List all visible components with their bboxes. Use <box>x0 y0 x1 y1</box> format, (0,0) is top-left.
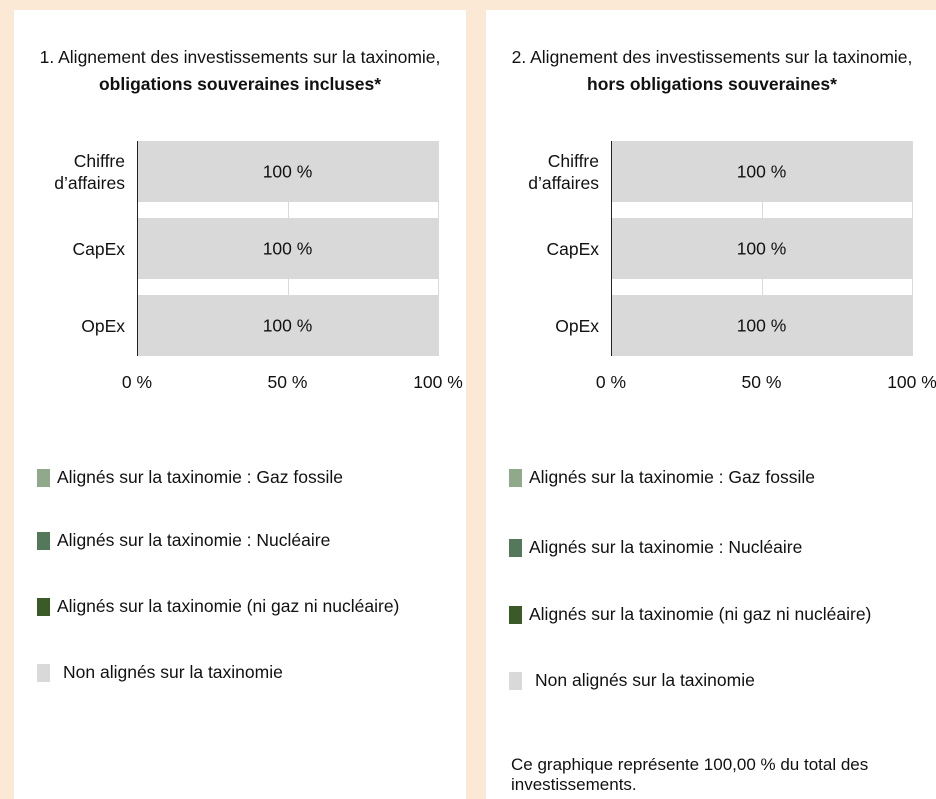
bar-segment <box>611 295 912 356</box>
grid-line <box>438 141 439 356</box>
legend-swatch <box>37 532 50 550</box>
legend-label: Alignés sur la taxinomie : Nucléaire <box>57 530 331 550</box>
bar-segment <box>137 295 438 356</box>
title-emphasis: hors obligations souveraines* <box>587 74 837 94</box>
x-tick-label: 50 % <box>267 372 308 392</box>
x-tick-label: 0 % <box>121 372 153 392</box>
title-text: 1. Alignement des investissements sur la… <box>39 47 441 67</box>
y-tick-label: OpEx <box>81 315 125 336</box>
y-tick-label: CapEx <box>546 238 599 259</box>
footnote: Ce graphique représente 100,00 % du tota… <box>511 755 869 794</box>
y-axis <box>611 141 612 356</box>
bar-segment <box>137 218 438 279</box>
bar-segment <box>611 218 912 279</box>
title-text: 2. Alignement des investissements sur la… <box>511 47 913 67</box>
x-tick-label: 0 % <box>595 372 627 392</box>
legend-label: Alignés sur la taxinomie : Nucléaire <box>529 537 803 557</box>
data-label: 100 % <box>262 161 313 181</box>
legend-label: Alignés sur la taxinomie (ni gaz ni nucl… <box>57 596 400 616</box>
y-tick-label: CapEx <box>72 238 125 259</box>
legend-swatch <box>37 469 50 487</box>
chart-title: 1. Alignement des investissements sur la… <box>24 44 456 98</box>
title-emphasis: obligations souveraines incluses* <box>98 74 382 94</box>
x-tick-label: 100 % <box>413 372 463 392</box>
legend-swatch <box>509 469 522 487</box>
data-label: 100 % <box>736 238 787 258</box>
x-tick-label: 50 % <box>741 372 782 392</box>
legend-swatch <box>509 606 522 624</box>
legend-label: Alignés sur la taxinomie : Gaz fossile <box>57 467 343 487</box>
legend-label: Alignés sur la taxinomie (ni gaz ni nucl… <box>529 604 872 624</box>
data-label: 100 % <box>736 161 787 181</box>
legend-swatch <box>509 539 522 557</box>
data-label: 100 % <box>262 238 313 258</box>
legend-label: Alignés sur la taxinomie : Gaz fossile <box>529 467 815 487</box>
y-axis <box>137 141 138 356</box>
legend-swatch <box>37 664 50 682</box>
grid-line <box>912 141 913 356</box>
chart-panel: 1. Alignement des investissements sur la… <box>14 10 466 799</box>
legend-swatch <box>509 672 522 690</box>
y-tick-label: OpEx <box>555 315 599 336</box>
legend-label: Non alignés sur la taxinomie <box>535 670 755 690</box>
chart-panel: 2. Alignement des investissements sur la… <box>486 10 936 799</box>
legend-swatch <box>37 598 50 616</box>
x-tick-label: 100 % <box>887 372 936 392</box>
y-tick-label: Chiffre d’affaires <box>54 150 125 193</box>
data-label: 100 % <box>736 315 787 335</box>
data-label: 100 % <box>262 315 313 335</box>
chart-title: 2. Alignement des investissements sur la… <box>496 44 928 98</box>
legend-label: Non alignés sur la taxinomie <box>63 662 283 682</box>
bar-segment <box>137 141 438 202</box>
y-tick-label: Chiffre d’affaires <box>528 150 599 193</box>
bar-segment <box>611 141 912 202</box>
